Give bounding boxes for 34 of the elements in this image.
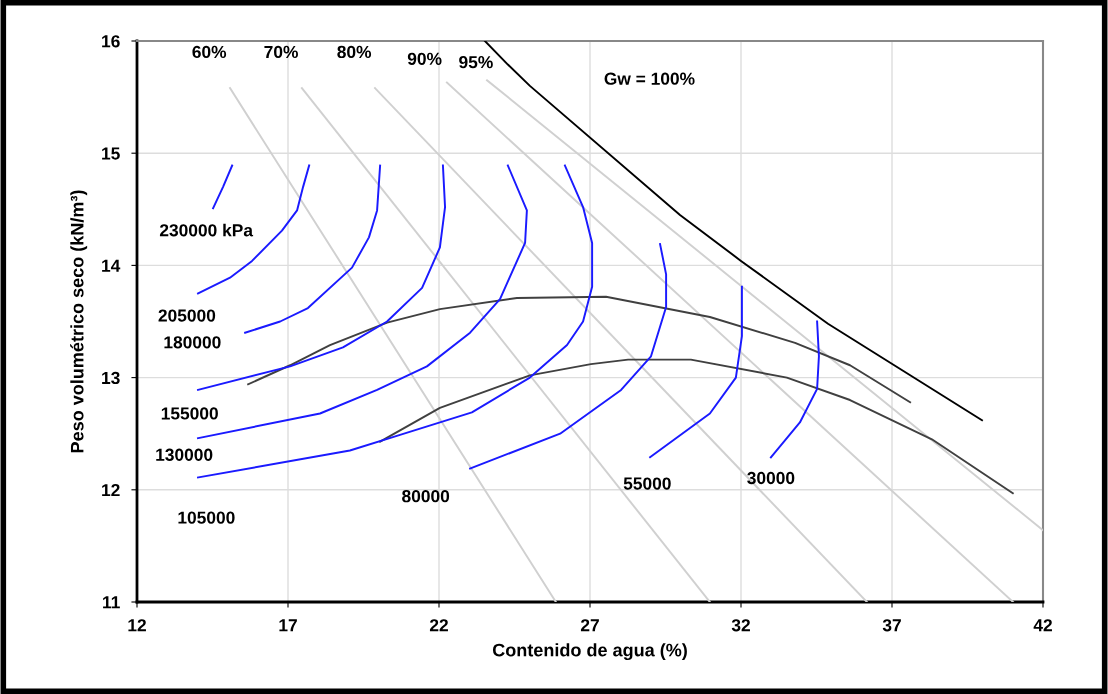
text: 105000: [178, 511, 235, 524]
x-tick-label: 12: [128, 619, 146, 632]
line-series: [469, 243, 668, 470]
x-axis-title: Contenido de agua (%): [492, 643, 687, 661]
line-series: [769, 320, 820, 459]
series-label: 80%: [337, 45, 372, 59]
line-series: [649, 285, 743, 459]
line-series: [247, 295, 912, 404]
y-tick-label: 16: [102, 35, 120, 48]
x-tick-label: 22: [429, 619, 448, 632]
series-label: 60%: [192, 45, 227, 59]
x-tick-label: 37: [882, 619, 901, 632]
y-tick-label: 13: [102, 371, 120, 385]
series-label: 30000: [747, 471, 795, 485]
y-tick-label: 14: [102, 259, 121, 272]
series-label: 205000: [158, 309, 216, 322]
series-label: 230000 kPa: [159, 223, 254, 237]
x-tick-label: 42: [1033, 619, 1052, 632]
x-tick-label: 17: [279, 619, 297, 632]
x-tick-label: 27: [580, 619, 599, 632]
series-label: 55000: [623, 477, 671, 490]
series-label: 70%: [264, 45, 298, 59]
y-tick-label: 12: [102, 483, 120, 497]
series-label: 80000: [402, 490, 450, 503]
series-label: 90%: [407, 52, 442, 65]
series-label: 155000: [161, 407, 218, 420]
y-tick-label: 15: [102, 147, 120, 160]
series-label: 130000: [156, 448, 213, 461]
text: Gw = 100%: [604, 72, 695, 85]
y-axis-title: Peso volumétrico seco (kN/m³): [70, 190, 88, 453]
y-tick-label: 11: [103, 596, 120, 609]
series-label: 180000: [164, 336, 221, 349]
x-tick-label: 32: [731, 619, 750, 632]
series-label: 95%: [459, 55, 493, 69]
